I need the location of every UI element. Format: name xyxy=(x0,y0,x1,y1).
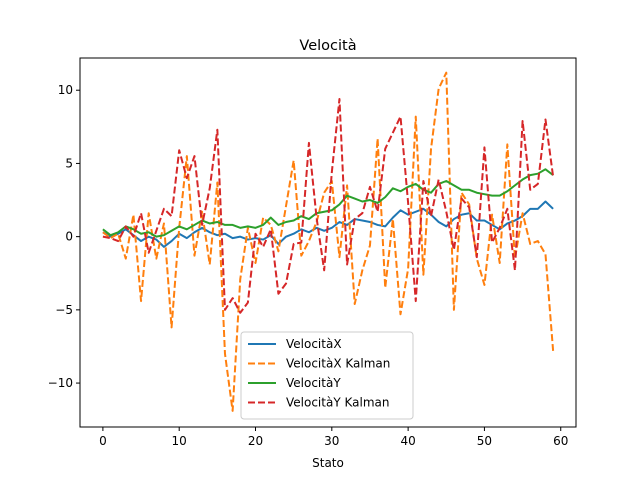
y-tick-label: −5 xyxy=(55,303,73,317)
x-tick-label: 30 xyxy=(324,434,339,448)
legend-label-1: VelocitàX Kalman xyxy=(286,357,390,371)
legend-label-2: VelocitàY xyxy=(286,376,341,390)
series-line-1 xyxy=(102,71,555,412)
x-tick-label: 50 xyxy=(477,434,492,448)
x-tick-label: 60 xyxy=(553,434,568,448)
series-line-0 xyxy=(102,200,554,248)
x-tick-label: 40 xyxy=(400,434,415,448)
plot-frame xyxy=(79,57,577,428)
legend-label-3: VelocitàY Kalman xyxy=(286,396,389,410)
legend-box xyxy=(240,331,414,420)
y-axis: −10 −5 0 5 10 xyxy=(48,83,80,390)
y-tick-label: 10 xyxy=(58,83,73,97)
y-tick-label: 0 xyxy=(65,230,73,244)
x-axis: 0 10 20 30 40 50 60 xyxy=(99,427,568,448)
plot-series-group xyxy=(102,71,555,412)
y-tick-label: 5 xyxy=(65,156,73,170)
x-tick-label: 20 xyxy=(248,434,263,448)
y-tick-label: −10 xyxy=(48,376,73,390)
chart-title: Velocità xyxy=(299,38,356,54)
x-tick-label: 0 xyxy=(99,434,107,448)
legend: VelocitàX VelocitàX Kalman VelocitàY Veloci… xyxy=(240,331,414,420)
x-axis-label: Stato xyxy=(312,456,344,470)
series-line-3 xyxy=(102,98,555,314)
x-tick-label: 10 xyxy=(172,434,187,448)
legend-label-0: VelocitàX xyxy=(286,337,342,351)
